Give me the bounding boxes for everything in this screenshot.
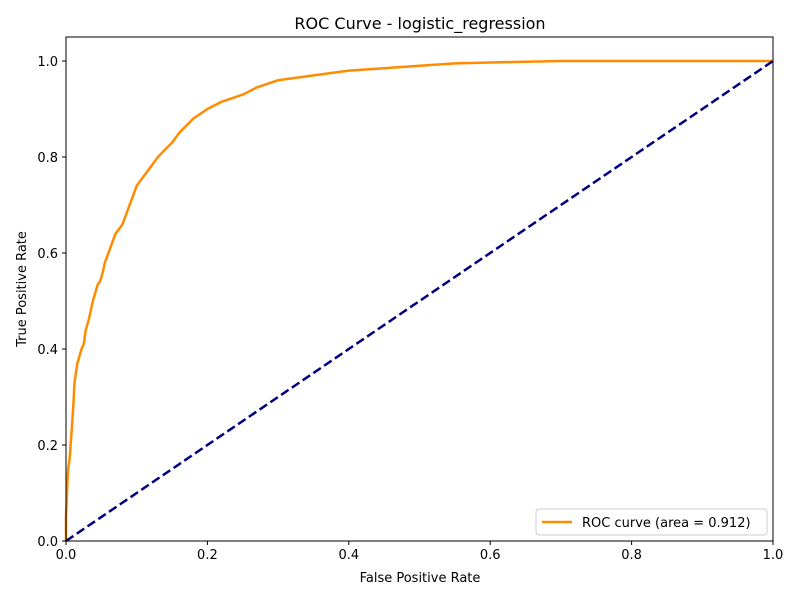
x-tick-label: 0.8 (621, 548, 642, 563)
y-tick-label: 1.0 (37, 55, 58, 70)
legend: ROC curve (area = 0.912) (535, 508, 768, 536)
roc-curve-line (64, 59, 773, 541)
y-axis-ticks: 0.0 0.2 0.4 0.6 0.8 1.0 (37, 55, 66, 550)
x-tick-label: 0.4 (338, 548, 359, 563)
chart-title: ROC Curve - logistic_regression (294, 14, 545, 34)
x-axis-ticks: 0.0 0.2 0.4 0.6 0.8 1.0 (56, 541, 784, 563)
plot-frame (65, 36, 774, 542)
y-tick-label: 0.2 (37, 439, 58, 454)
x-tick-label: 1.0 (763, 548, 784, 563)
x-tick-label: 0.2 (197, 548, 218, 563)
y-axis-label: True Positive Rate (15, 231, 30, 348)
y-tick-label: 0.8 (37, 151, 58, 166)
x-tick-label: 0.0 (56, 548, 77, 563)
x-tick-label: 0.6 (480, 548, 501, 563)
y-tick-label: 0.4 (37, 343, 58, 358)
plot-area (64, 36, 774, 543)
legend-label: ROC curve (area = 0.912) (582, 516, 751, 531)
x-axis-label: False Positive Rate (360, 571, 481, 586)
chance-diagonal-line (65, 59, 774, 543)
y-tick-label: 0.0 (37, 535, 58, 550)
y-tick-label: 0.6 (37, 247, 58, 262)
series-layer (64, 59, 774, 543)
legend-box (535, 508, 768, 536)
